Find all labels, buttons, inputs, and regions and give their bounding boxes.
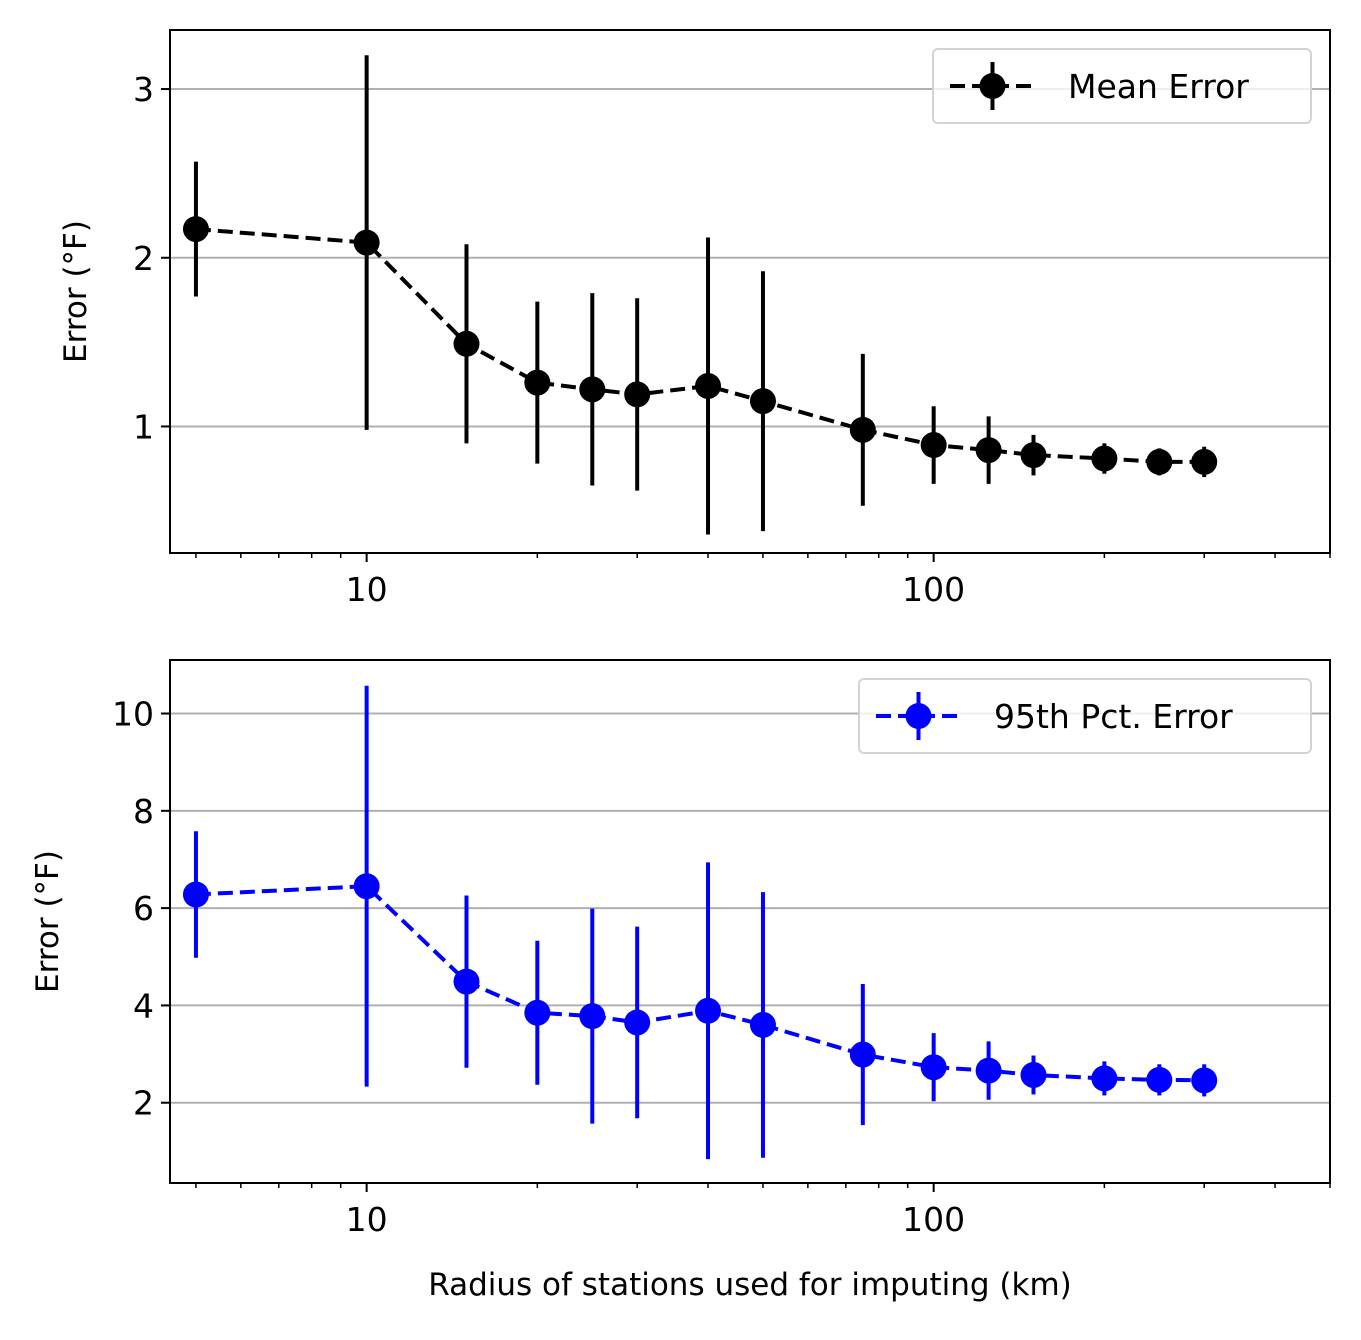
legend-marker bbox=[905, 703, 932, 729]
data-point bbox=[749, 1011, 776, 1038]
y-axis-label: Error (°F) bbox=[58, 220, 94, 363]
y-tick-label: 3 bbox=[133, 70, 154, 109]
data-point bbox=[353, 873, 380, 900]
data-point bbox=[1191, 1067, 1218, 1094]
data-point bbox=[624, 1009, 651, 1036]
data-point bbox=[975, 1057, 1002, 1084]
legend-marker bbox=[979, 73, 1006, 99]
data-point bbox=[849, 1041, 876, 1068]
x-tick-label: 10 bbox=[346, 570, 388, 609]
x-axis-label: Radius of stations used for imputing (km… bbox=[428, 1267, 1072, 1303]
data-point bbox=[524, 369, 551, 396]
y-tick-label: 10 bbox=[112, 695, 154, 734]
x-tick-label: 10 bbox=[346, 1200, 388, 1239]
data-point bbox=[695, 372, 722, 399]
data-point bbox=[920, 1054, 947, 1081]
data-point bbox=[1020, 442, 1047, 469]
data-point bbox=[695, 997, 722, 1024]
data-point bbox=[453, 968, 480, 995]
data-point bbox=[182, 216, 209, 243]
data-point bbox=[1146, 448, 1173, 475]
data-point bbox=[182, 881, 209, 908]
data-point bbox=[1191, 448, 1218, 475]
data-point bbox=[353, 229, 380, 256]
data-point bbox=[524, 999, 551, 1026]
data-point bbox=[920, 432, 947, 459]
x-tick-label: 100 bbox=[902, 570, 965, 609]
legend-label: 95th Pct. Error bbox=[994, 697, 1233, 736]
data-point bbox=[1091, 1065, 1118, 1092]
y-tick-label: 8 bbox=[133, 792, 154, 831]
data-point bbox=[624, 381, 651, 408]
data-point bbox=[1146, 1066, 1173, 1093]
legend-box bbox=[858, 678, 1312, 754]
series-line bbox=[195, 884, 1205, 1083]
data-point bbox=[849, 416, 876, 443]
y-tick-label: 1 bbox=[133, 407, 154, 446]
data-point bbox=[1020, 1061, 1047, 1088]
plot-frame bbox=[169, 659, 1331, 1184]
pct95-error-panel: 2 4 6 8 10 10 100 95th Pct. Error Error (°F) Radi… bbox=[30, 659, 1331, 1303]
y-tick-label: 2 bbox=[133, 1084, 154, 1123]
x-tick-label: 100 bbox=[902, 1200, 965, 1239]
plot-frame bbox=[169, 29, 1331, 554]
data-point bbox=[579, 1003, 606, 1030]
y-tick-label: 2 bbox=[133, 239, 154, 278]
data-point bbox=[975, 437, 1002, 464]
legend-box bbox=[932, 48, 1312, 124]
data-point bbox=[749, 388, 776, 415]
data-point bbox=[453, 330, 480, 357]
y-tick-label: 4 bbox=[133, 986, 154, 1025]
data-point bbox=[579, 376, 606, 403]
mean-error-panel: 1 2 3 10 100 Mean Error Error (°F) bbox=[58, 29, 1331, 609]
data-point bbox=[1091, 445, 1118, 472]
y-axis-label: Error (°F) bbox=[30, 850, 66, 993]
y-tick-label: 6 bbox=[133, 889, 154, 928]
legend-label: Mean Error bbox=[1068, 67, 1249, 106]
